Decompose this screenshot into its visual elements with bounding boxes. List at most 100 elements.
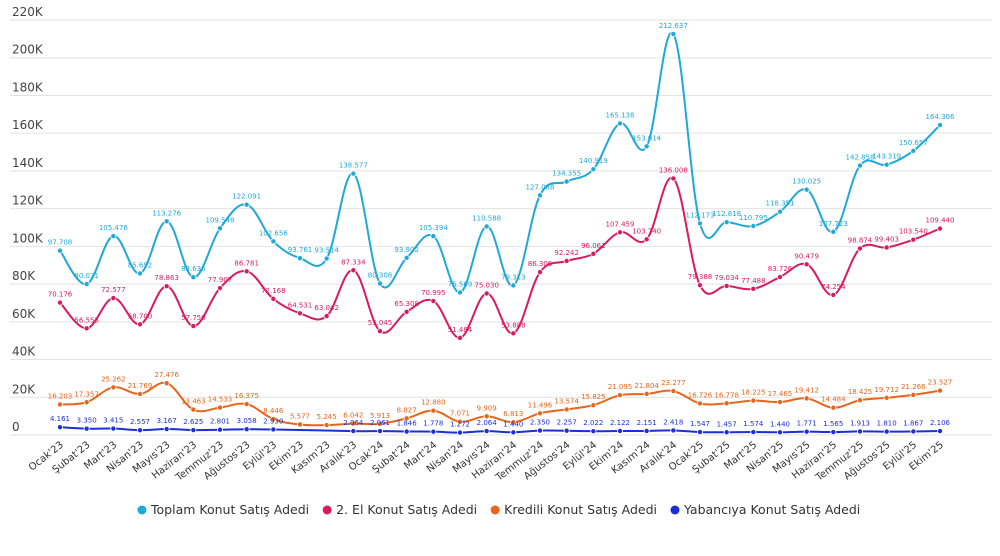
data-point bbox=[670, 388, 677, 395]
data-label: 90.479 bbox=[794, 252, 819, 260]
data-label: 140.919 bbox=[579, 157, 608, 165]
data-point bbox=[323, 313, 330, 320]
data-label: 97.708 bbox=[48, 239, 73, 247]
data-point bbox=[883, 244, 890, 251]
data-point bbox=[270, 238, 277, 245]
y-tick-label: 120K bbox=[12, 194, 44, 208]
data-label: 105.394 bbox=[419, 224, 448, 232]
data-label: 93.902 bbox=[394, 246, 419, 254]
data-label: 103.740 bbox=[632, 227, 661, 235]
data-label: 8.827 bbox=[397, 406, 417, 414]
data-label: 79.313 bbox=[501, 273, 526, 281]
data-label: 70.176 bbox=[48, 291, 73, 299]
data-point bbox=[136, 270, 143, 277]
data-label: 2.106 bbox=[930, 419, 951, 427]
data-label: 85.652 bbox=[128, 261, 153, 269]
data-point bbox=[376, 428, 383, 435]
data-point bbox=[750, 429, 757, 436]
y-tick-label: 20K bbox=[12, 382, 36, 396]
data-label: 74.254 bbox=[821, 283, 846, 291]
data-label: 18.425 bbox=[848, 388, 873, 396]
legend-marker bbox=[490, 505, 500, 515]
data-point bbox=[376, 420, 383, 427]
data-point bbox=[110, 295, 117, 302]
data-point bbox=[910, 428, 917, 435]
data-label: 13.574 bbox=[554, 397, 579, 405]
data-label: 99.403 bbox=[874, 235, 899, 243]
data-point bbox=[190, 323, 197, 330]
data-point bbox=[670, 427, 677, 434]
data-label: 98.874 bbox=[848, 236, 873, 244]
data-label: 77.488 bbox=[741, 277, 766, 285]
data-point bbox=[723, 400, 730, 407]
data-label: 19.712 bbox=[874, 386, 899, 394]
y-tick-label: 200K bbox=[12, 43, 44, 57]
data-label: 2.064 bbox=[343, 419, 364, 427]
data-label: 15.825 bbox=[581, 393, 606, 401]
data-point bbox=[510, 282, 517, 289]
data-point bbox=[697, 400, 704, 407]
legend-marker bbox=[322, 505, 332, 515]
data-point bbox=[537, 427, 544, 434]
data-point bbox=[617, 229, 624, 236]
data-label: 1.867 bbox=[903, 419, 923, 427]
data-label: 53.888 bbox=[501, 321, 526, 329]
data-point bbox=[456, 429, 463, 436]
data-point bbox=[777, 429, 784, 436]
data-label: 138.577 bbox=[339, 162, 368, 170]
data-label: 78.863 bbox=[154, 274, 179, 282]
data-point bbox=[537, 410, 544, 417]
data-label: 212.637 bbox=[659, 22, 688, 30]
data-point bbox=[243, 268, 250, 275]
y-tick-label: 60K bbox=[12, 307, 36, 321]
y-tick-label: 160K bbox=[12, 118, 44, 132]
data-label: 2.061 bbox=[370, 419, 390, 427]
data-label: 112.818 bbox=[712, 210, 741, 218]
data-label: 109.548 bbox=[206, 216, 235, 224]
data-point bbox=[430, 298, 437, 305]
data-label: 27.476 bbox=[154, 371, 179, 379]
data-point bbox=[910, 147, 917, 154]
data-point bbox=[617, 120, 624, 127]
data-point bbox=[590, 250, 597, 257]
data-label: 118.351 bbox=[766, 200, 795, 208]
data-point bbox=[163, 426, 170, 433]
data-point bbox=[483, 290, 490, 297]
data-point bbox=[403, 254, 410, 261]
data-label: 93.514 bbox=[314, 247, 339, 255]
data-point bbox=[57, 247, 64, 254]
data-label: 21.095 bbox=[608, 383, 633, 391]
data-point bbox=[430, 407, 437, 414]
data-point bbox=[563, 427, 570, 434]
series-line bbox=[59, 381, 941, 427]
data-point bbox=[590, 402, 597, 409]
data-point bbox=[670, 30, 677, 37]
data-label: 9.909 bbox=[477, 404, 497, 412]
data-label: 112.173 bbox=[686, 211, 715, 219]
data-label: 64.531 bbox=[288, 301, 313, 309]
data-label: 65.308 bbox=[394, 300, 419, 308]
data-point bbox=[937, 387, 944, 394]
data-point bbox=[910, 391, 917, 398]
data-point bbox=[323, 255, 330, 262]
data-point bbox=[563, 406, 570, 413]
data-point bbox=[403, 308, 410, 315]
data-point bbox=[57, 299, 64, 306]
data-point bbox=[857, 397, 864, 404]
data-point bbox=[376, 280, 383, 287]
data-point bbox=[456, 289, 463, 296]
data-label: 21.266 bbox=[901, 383, 926, 391]
data-label: 110.795 bbox=[739, 214, 768, 222]
legend-label: Yabancıya Konut Satış Adedi bbox=[683, 502, 860, 517]
data-label: 57.750 bbox=[181, 314, 206, 322]
data-label: 143.319 bbox=[872, 153, 901, 161]
data-label: 17.465 bbox=[768, 390, 793, 398]
data-label: 19.412 bbox=[794, 386, 819, 394]
legend-label: 2. El Konut Satış Adedi bbox=[336, 502, 477, 517]
data-label: 134.355 bbox=[552, 170, 581, 178]
data-point bbox=[643, 143, 650, 150]
data-label: 1.778 bbox=[423, 420, 443, 428]
data-point bbox=[643, 390, 650, 397]
data-point bbox=[216, 426, 223, 433]
